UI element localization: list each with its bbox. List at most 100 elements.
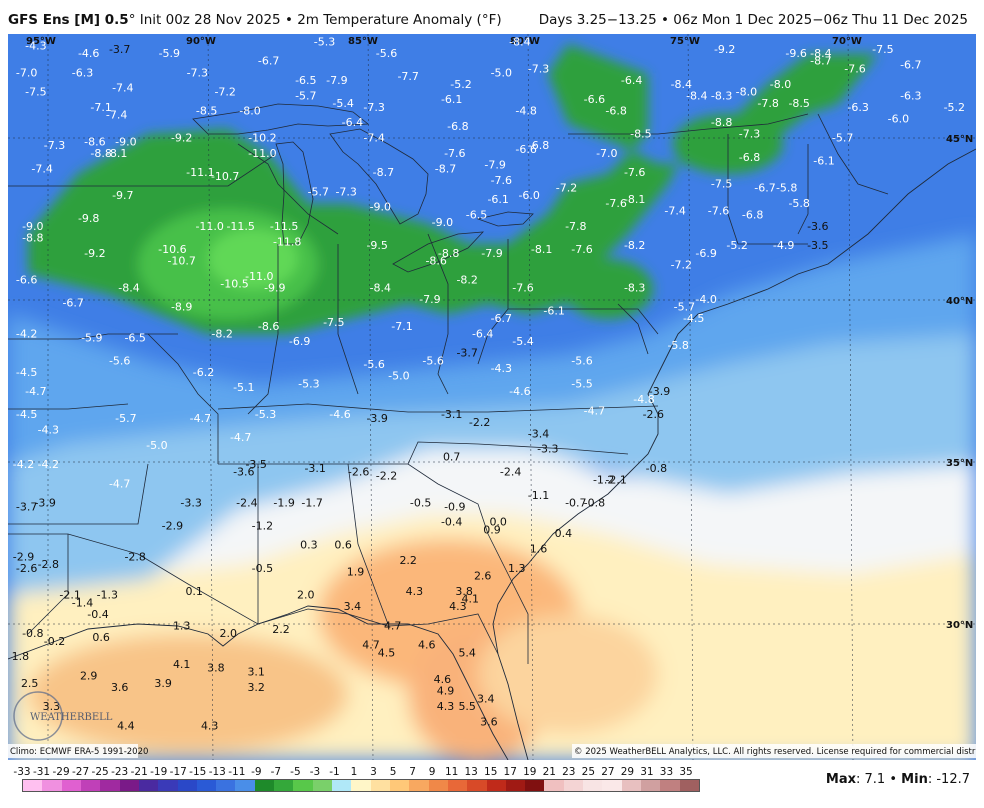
- grid-value-label: -6.0: [888, 112, 909, 125]
- grid-value-label: 2.2: [272, 623, 290, 636]
- grid-value-label: -8.8: [438, 247, 459, 260]
- grid-value-label: -8.6: [425, 255, 446, 268]
- header: GFS Ens [M] 0.5° Init 00z 28 Nov 2025 • …: [0, 0, 984, 34]
- grid-value-label: 4.3: [449, 600, 467, 613]
- grid-value-label: -9.8: [78, 212, 99, 225]
- grid-value-label: -4.6: [78, 47, 99, 60]
- lat-label: 30°N: [946, 620, 973, 631]
- grid-value-label: -3.6: [807, 220, 828, 233]
- grid-value-label: -9.6: [785, 47, 806, 60]
- grid-value-label: -4.7: [25, 385, 46, 398]
- political-boundaries: [8, 113, 889, 664]
- grid-value-label: -0.4: [441, 516, 462, 529]
- grid-value-label: -7.3: [44, 139, 65, 152]
- colorbar: [22, 779, 700, 792]
- colorbar-swatch: [679, 780, 699, 791]
- grid-value-label: -5.3: [298, 377, 319, 390]
- climo-box: [8, 744, 138, 758]
- grid-value-label: 0.0: [489, 516, 507, 529]
- colorbar-tick-label: -9: [251, 766, 262, 778]
- colorbar-swatch: [563, 780, 584, 791]
- grid-value-label: -1.2: [593, 473, 614, 486]
- grid-value-label: -7.6: [491, 174, 512, 187]
- grid-value-label: -5.5: [571, 377, 592, 390]
- grid-value-label: 3.4: [344, 600, 362, 613]
- colorbar-ticks: -33 -31 -29 -27 -25 -23 -21 -19 -17 -15 -13 -11 -9 -7…: [13, 766, 714, 780]
- grid-value-label: -0.4: [87, 608, 108, 621]
- grid-value-label: 1.3: [508, 562, 526, 575]
- grid-value-label: -1.9: [273, 497, 294, 510]
- grid-value-label: -5.7: [832, 132, 853, 145]
- grid-value-label: -6.1: [543, 304, 564, 317]
- colorbar-swatch: [467, 780, 487, 791]
- copyright-box: [572, 744, 976, 758]
- grid-value-label: -4.0: [695, 293, 716, 306]
- colorbar-tick-label: -17: [169, 766, 187, 778]
- grid-value-label: -2.8: [124, 550, 145, 563]
- colorbar-swatch: [602, 780, 622, 791]
- colorbar-swatch: [61, 780, 81, 791]
- grid-value-label: -3.5: [245, 458, 266, 471]
- grid-value-label: -0.8: [22, 627, 43, 640]
- lon-label: 85°W: [348, 36, 378, 47]
- colorbar-tick-label: 15: [484, 766, 498, 778]
- grid-value-label: -3.3: [537, 443, 558, 456]
- grid-value-label: -6.7: [62, 297, 83, 310]
- colorbar-swatch: [196, 780, 217, 791]
- grid-value-label: -7.6: [512, 281, 533, 294]
- colorbar-swatch: [351, 780, 371, 791]
- grid-value-label: -3.9: [34, 497, 55, 510]
- grid-value-label: 2.2: [399, 554, 417, 567]
- grid-value-label: -11.0: [245, 270, 273, 283]
- grid-value-label: -2.9: [13, 550, 34, 563]
- grid-value-label: -8.4: [686, 89, 707, 102]
- grid-value-label: 2.0: [297, 589, 315, 602]
- grid-value-label: -8.8: [22, 231, 43, 244]
- colorbar-tick-label: 1: [350, 766, 358, 778]
- grid-value-label: -8.4: [671, 78, 692, 91]
- grid-value-label: -5.4: [332, 97, 353, 110]
- grid-value-label: -2.1: [605, 473, 626, 486]
- grid-value-label: -7.5: [323, 316, 344, 329]
- grid-value-label: -7.4: [112, 82, 133, 95]
- grid-value-label: -11.0: [248, 147, 276, 160]
- max-min-summary: Max: 7.1 • Min: -12.7: [826, 772, 970, 787]
- grid-value-label: -6.8: [605, 105, 626, 118]
- grid-value-label: -0.9: [444, 500, 465, 513]
- colorbar-tick-label: 13: [464, 766, 478, 778]
- grid-value-label: -4.3: [491, 362, 512, 375]
- grid-value-label: 3.8: [455, 585, 473, 598]
- grid-value-label: -9.2: [84, 247, 105, 260]
- grid-value-label: -3.7: [456, 347, 477, 360]
- grid-value-label: 0.7: [443, 450, 461, 463]
- colorbar-swatch: [312, 780, 332, 791]
- grid-value-label: -4.2: [38, 458, 59, 471]
- grid-value-label: -4.7: [230, 431, 251, 444]
- grid-value-label: -5.6: [109, 354, 130, 367]
- colorbar-tick-label: 23: [562, 766, 576, 778]
- grid-value-label: -8.1: [624, 193, 645, 206]
- grid-value-label: -6.7: [491, 312, 512, 325]
- grid-value-label: -6.0: [518, 189, 539, 202]
- grid-value-label: -6.7: [258, 55, 279, 68]
- grid-value-label: -8.5: [630, 128, 651, 141]
- anomaly-field: [8, 234, 976, 760]
- grid-value-label: -11.5: [226, 220, 254, 233]
- grid-value-label: -10.2: [248, 132, 276, 145]
- grid-value-label: -4.5: [683, 312, 704, 325]
- grid-value-label: -6.4: [621, 74, 642, 87]
- colorbar-tick-label: -13: [208, 766, 226, 778]
- colorbar-swatch: [293, 780, 313, 791]
- grid-value-label: -5.2: [726, 239, 747, 252]
- grid-value-label: 1.8: [12, 650, 30, 663]
- colorbar-tick-label: 3: [370, 766, 377, 778]
- grid-value-label: -5.7: [308, 185, 329, 198]
- grid-value-label: -7.6: [605, 197, 626, 210]
- lat-axis-labels: 45°N 40°N 35°N 30°N: [946, 134, 973, 631]
- colorbar-tick-label: 25: [581, 766, 596, 778]
- grid-value-label: -11.0: [195, 220, 223, 233]
- colorbar-swatch: [505, 780, 526, 791]
- grid-value-label: -7.4: [363, 132, 384, 145]
- grid-value-label: 4.5: [378, 646, 396, 659]
- colorbar-swatch: [428, 780, 448, 791]
